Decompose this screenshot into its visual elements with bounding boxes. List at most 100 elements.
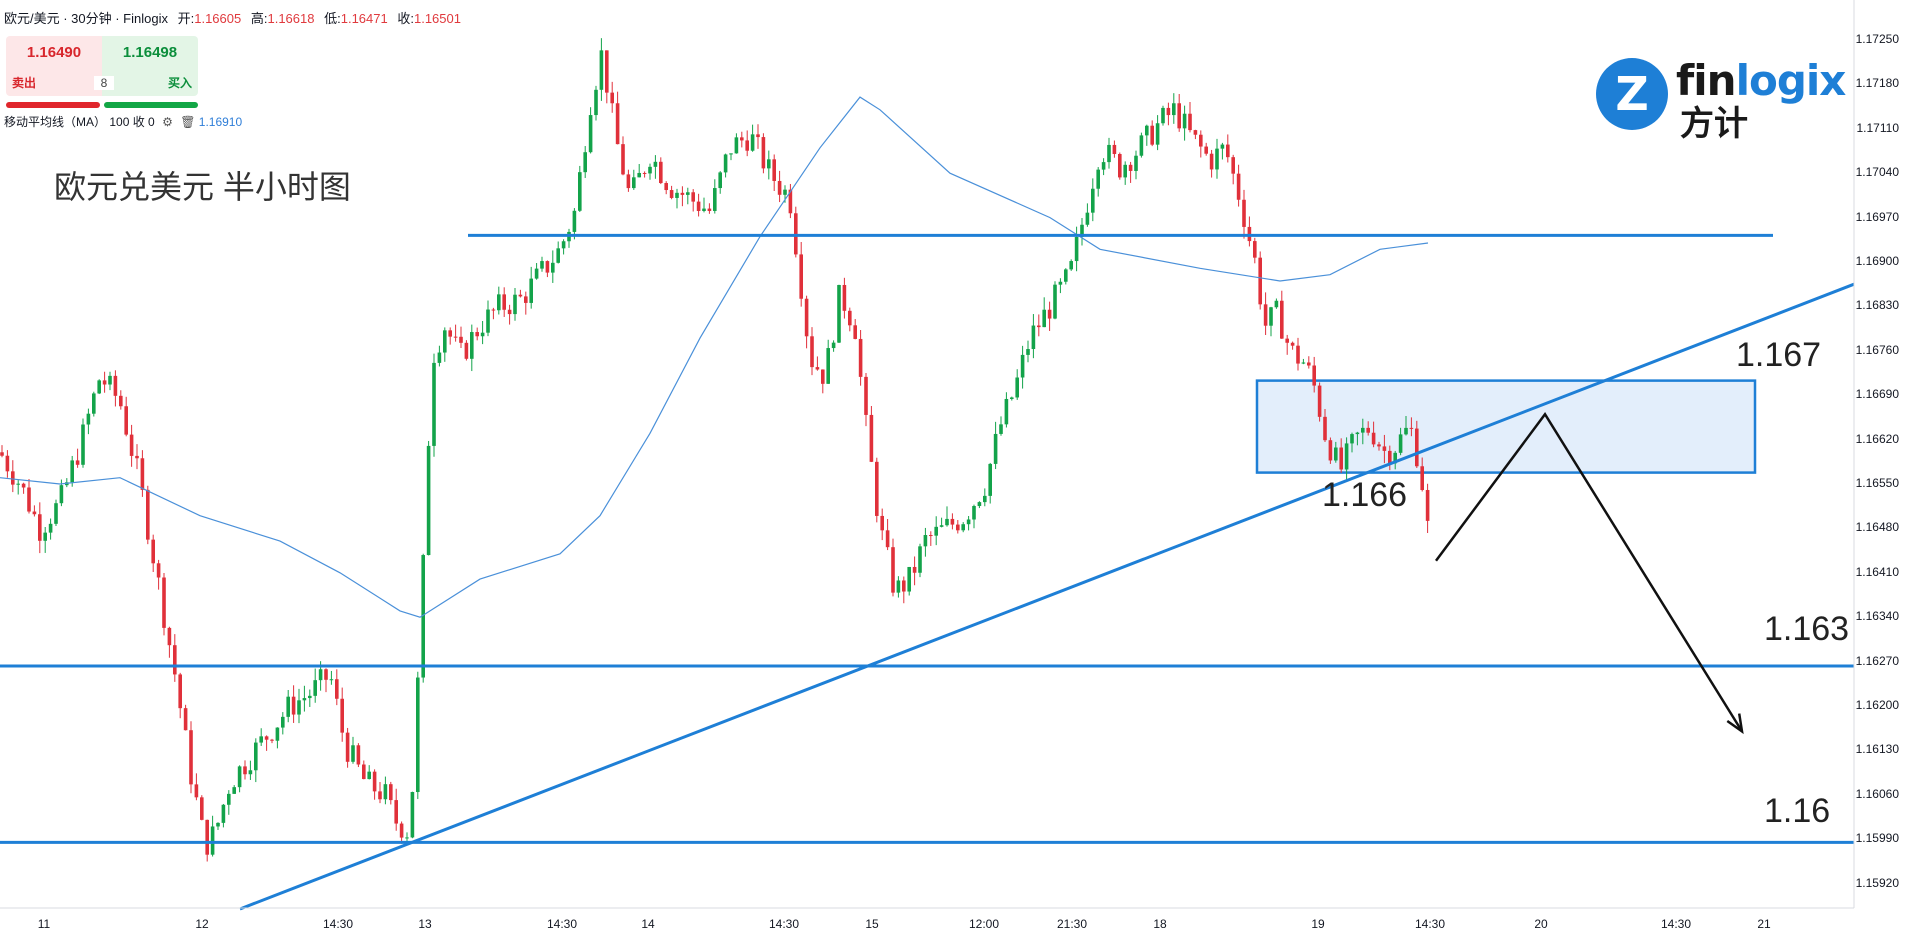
candle-body: [696, 201, 701, 212]
price-tick-label: 1.16270: [1855, 653, 1899, 668]
candle-body: [92, 393, 96, 414]
candle-body: [264, 736, 269, 740]
candle-body: [5, 455, 10, 472]
candle-body: [1334, 447, 1338, 461]
zone-top-label: 1.167: [1736, 336, 1822, 374]
candle-body: [297, 700, 301, 715]
price-tick-label: 1.16620: [1855, 431, 1899, 446]
candle-body: [1139, 135, 1144, 156]
close-value: 1.16501: [413, 11, 461, 26]
candle-body: [1134, 155, 1138, 171]
candle-body: [923, 535, 928, 547]
symbol-name[interactable]: 欧元/美元 · 30分钟 · Finlogix: [4, 11, 168, 26]
sell-button[interactable]: 1.16490 卖出: [6, 36, 102, 96]
open-value: 1.16605: [194, 11, 242, 26]
candle-body: [345, 732, 350, 762]
candle-body: [1004, 398, 1009, 425]
candle-body: [632, 177, 636, 189]
candle-body: [1312, 365, 1316, 386]
candle-body: [81, 424, 85, 465]
candle-body: [1355, 432, 1360, 435]
indicator-legend[interactable]: 移动平均线（MA） 100 收 0 ⚙ 🗑 1.16910: [4, 113, 242, 130]
candle-body: [1269, 307, 1273, 326]
candle-body: [885, 530, 890, 548]
candle-body: [210, 826, 215, 855]
candle-body: [907, 566, 911, 592]
candle-body: [880, 515, 884, 531]
candle-body: [691, 192, 695, 202]
candle-body: [254, 742, 258, 771]
candle-body: [1188, 113, 1192, 131]
candle-body: [912, 566, 917, 573]
level-116-label: 1.16: [1764, 792, 1831, 830]
candle-body: [497, 294, 501, 311]
time-tick-label: 14:30: [1660, 917, 1692, 931]
candle-body: [1096, 169, 1100, 189]
candle-body: [1280, 300, 1284, 339]
candle-body: [302, 698, 307, 701]
trade-panel: 1.16490 卖出 1.16498 买入 8: [4, 36, 200, 110]
buy-bar: [104, 102, 198, 108]
symbol-header: 欧元/美元 · 30分钟 · Finlogix 开:1.16605 高:1.16…: [4, 8, 461, 27]
candle-body: [853, 325, 857, 339]
candle-body: [275, 727, 280, 741]
candle-body: [1101, 162, 1106, 170]
candle-body: [0, 452, 4, 456]
candle-body: [669, 190, 674, 198]
candle-body: [1253, 241, 1257, 258]
candle-body: [1350, 434, 1354, 444]
candles: [0, 38, 1430, 862]
candle-body: [1371, 432, 1376, 445]
candle-body: [1020, 354, 1025, 378]
candle-body: [1236, 173, 1241, 200]
candle-body: [281, 716, 285, 728]
buy-button[interactable]: 1.16498 买入: [102, 36, 198, 96]
candle-body: [38, 514, 42, 541]
candle-body: [232, 787, 236, 794]
buy-price: 1.16498: [122, 44, 178, 61]
time-tick-label: 15: [865, 917, 879, 931]
candle-body: [1058, 281, 1063, 285]
trash-icon[interactable]: 🗑: [180, 115, 196, 129]
candle-body: [713, 188, 717, 211]
candle-body: [1010, 397, 1014, 399]
candle-body: [1258, 257, 1262, 305]
candle-body: [1301, 362, 1306, 364]
candle-body: [453, 336, 458, 338]
candle-body: [1323, 416, 1327, 441]
candle-body: [1042, 309, 1046, 328]
ma-polyline: [0, 96, 1429, 618]
candle-body: [1366, 427, 1370, 433]
candle-body: [545, 261, 550, 273]
candle-body: [1209, 153, 1214, 170]
candle-body: [1344, 443, 1349, 470]
candle-body: [588, 115, 593, 153]
candle-body: [183, 708, 188, 731]
candle-body: [858, 338, 863, 377]
candle-body: [502, 294, 506, 310]
candle-body: [653, 161, 658, 167]
candle-body: [659, 161, 663, 184]
candle-body: [1177, 103, 1181, 129]
candle-body: [1420, 466, 1424, 491]
candle-body: [470, 332, 474, 359]
candle-body: [788, 189, 793, 214]
candle-body: [815, 367, 820, 370]
candle-body: [626, 174, 631, 189]
price-tick-label: 1.16200: [1855, 698, 1899, 712]
candle-body: [173, 645, 177, 675]
gear-icon[interactable]: ⚙: [162, 115, 173, 129]
price-tick-label: 1.17250: [1855, 32, 1899, 46]
candle-body: [1404, 427, 1408, 435]
candle-body: [794, 213, 798, 255]
candle-body: [637, 172, 641, 178]
candle-body: [551, 262, 555, 273]
close-label: 收:: [397, 11, 414, 26]
candle-body: [1118, 154, 1122, 178]
candle-body: [1328, 440, 1333, 461]
candle-body: [135, 455, 139, 459]
candle-body: [983, 495, 987, 503]
candle-body: [32, 511, 37, 515]
candle-body: [1361, 427, 1365, 433]
